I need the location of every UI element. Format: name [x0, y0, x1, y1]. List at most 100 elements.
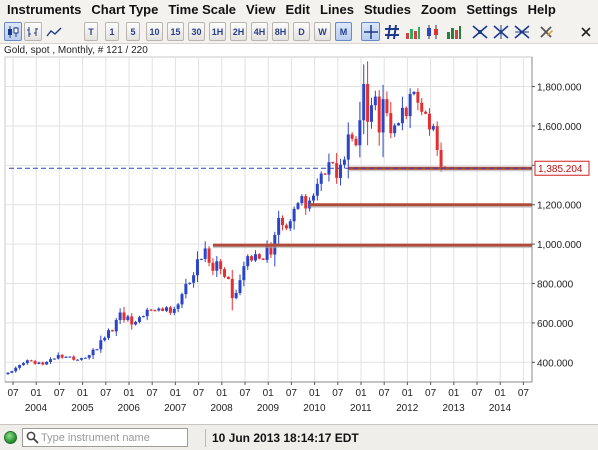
candle-body	[431, 126, 435, 130]
candle-body	[161, 308, 165, 311]
timescale-d-button[interactable]: D	[293, 22, 310, 41]
current-price-label: 1,385.204	[538, 164, 583, 175]
y-tick-label: 400.000	[537, 358, 574, 369]
trendline-draw-icon[interactable]	[471, 22, 489, 41]
price-chart[interactable]: 400.000 600.000 800.000 1,000.000 1,200.000 1…	[0, 0, 598, 424]
candle-body	[400, 107, 404, 124]
timescale-1-button[interactable]: 1	[105, 22, 119, 41]
x-tick-label: 01	[216, 388, 228, 399]
timescale-15-button[interactable]: 15	[167, 22, 184, 41]
timescale-1h-button[interactable]: 1H	[209, 22, 226, 41]
x-tick-label: 01	[263, 388, 275, 399]
candle-body	[253, 254, 257, 261]
candle-body	[242, 266, 246, 281]
candle-body	[219, 261, 223, 270]
x-year-label: 2009	[257, 403, 280, 414]
candle-body	[404, 107, 408, 117]
candle-body	[223, 269, 227, 277]
close-icon[interactable]	[578, 22, 594, 41]
volume-bars-icon[interactable]	[404, 22, 422, 41]
menu-settings[interactable]: Settings	[466, 1, 518, 17]
candle-body	[37, 362, 41, 364]
x-year-label: 2014	[489, 403, 512, 414]
timescale-t-button[interactable]: T	[84, 22, 98, 41]
candle-color-icon[interactable]	[424, 22, 442, 41]
timescale-4h-button[interactable]: 4H	[251, 22, 268, 41]
timescale-5-button[interactable]: 5	[126, 22, 140, 41]
x-year-label: 2011	[350, 403, 372, 414]
chart-panel[interactable]	[0, 44, 598, 424]
x-tick-label: 01	[402, 388, 414, 399]
candle-body	[137, 317, 141, 322]
x-year-label: 2010	[303, 403, 326, 414]
x-year-label: 2005	[71, 403, 94, 414]
candle-body	[99, 340, 103, 350]
candlestick-chart-icon[interactable]	[4, 22, 22, 41]
x-year-label: 2012	[396, 403, 419, 414]
menu-help[interactable]: Help	[527, 1, 556, 17]
x-year-label: 2013	[442, 403, 465, 414]
timescale-30-button[interactable]: 30	[188, 22, 205, 41]
candle-body	[335, 163, 339, 178]
menu-studies[interactable]: Studies	[363, 1, 411, 17]
timescale-8h-button[interactable]: 8H	[272, 22, 289, 41]
candle-body	[168, 307, 172, 313]
candle-body	[188, 282, 192, 284]
menu-zoom[interactable]: Zoom	[420, 1, 457, 17]
candle-body	[83, 357, 87, 359]
delete-drawing-icon[interactable]	[537, 22, 555, 41]
channel-draw-icon[interactable]	[492, 22, 510, 41]
timescale-2h-button[interactable]: 2H	[230, 22, 247, 41]
y-tick-label: 800.000	[537, 280, 574, 291]
candle-body	[246, 256, 250, 267]
candle-body	[226, 276, 230, 279]
x-year-label: 2006	[118, 403, 141, 414]
status-datetime: 10 Jun 2013 18:14:17 EDT	[212, 431, 359, 445]
instrument-search-input[interactable]	[41, 430, 185, 445]
candle-body	[369, 105, 373, 122]
candle-body	[304, 196, 308, 209]
candle-body	[269, 245, 273, 255]
menu-lines[interactable]: Lines	[320, 1, 354, 17]
candle-body	[72, 356, 76, 360]
menu-instruments[interactable]: Instruments	[7, 1, 82, 17]
candle-body	[6, 372, 10, 375]
candle-body	[25, 360, 29, 364]
menu-chart-type[interactable]: Chart Type	[91, 1, 159, 17]
candle-body	[107, 330, 111, 338]
candle-body	[397, 123, 401, 126]
fibonacci-draw-icon[interactable]	[513, 22, 531, 41]
candle-body	[52, 358, 56, 360]
candle-body	[315, 183, 319, 196]
timescale-w-button[interactable]: W	[314, 22, 331, 41]
y-tick-label: 1,800.000	[537, 83, 582, 94]
x-tick-label: 07	[54, 388, 66, 399]
timescale-m-button[interactable]: M	[335, 22, 352, 41]
candle-body	[87, 355, 91, 358]
x-tick-label: 07	[7, 388, 19, 399]
hash-icon[interactable]	[383, 22, 401, 41]
volume-bars-icon-2[interactable]	[445, 22, 463, 41]
bar-chart-icon[interactable]	[24, 22, 42, 41]
menu-time-scale[interactable]: Time Scale	[168, 1, 237, 17]
candle-body	[350, 134, 354, 139]
candle-body	[311, 195, 315, 201]
candle-body	[342, 159, 346, 165]
timescale-10-button[interactable]: 10	[146, 22, 163, 41]
crosshair-icon[interactable]	[361, 22, 380, 41]
candle-body	[180, 294, 184, 305]
y-tick-label: 1,000.000	[537, 240, 582, 251]
line-chart-icon[interactable]	[44, 22, 64, 41]
candle-body	[122, 312, 126, 320]
menu-edit[interactable]: Edit	[285, 1, 310, 17]
x-tick-label: 01	[123, 388, 135, 399]
y-tick-label: 600.000	[537, 319, 574, 330]
candle-body	[95, 349, 99, 351]
x-year-label: 2004	[25, 403, 48, 414]
x-tick-label: 07	[332, 388, 344, 399]
instrument-search-box[interactable]	[22, 428, 188, 447]
x-tick-label: 01	[77, 388, 89, 399]
search-icon	[26, 431, 39, 444]
x-tick-label: 07	[379, 388, 391, 399]
menu-view[interactable]: View	[246, 1, 276, 17]
